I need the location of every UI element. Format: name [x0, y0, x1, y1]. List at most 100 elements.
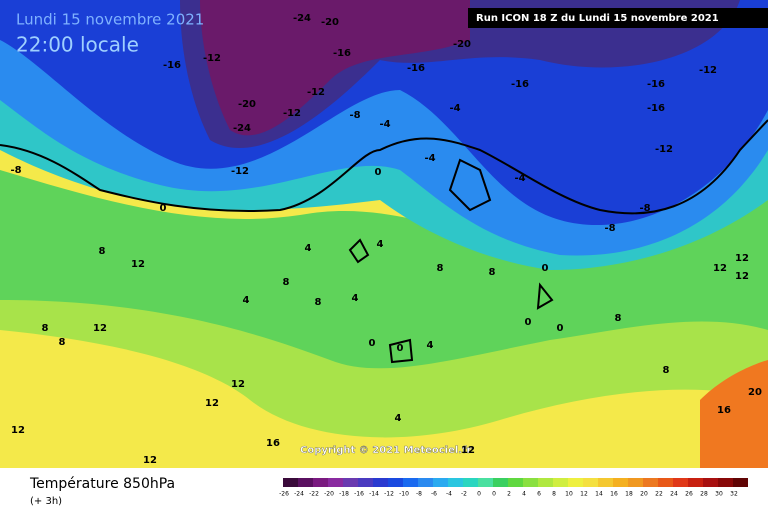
legend-swatch [388, 478, 403, 487]
legend-label: 8 [552, 491, 556, 498]
legend-label: 24 [670, 491, 678, 498]
legend-label: 18 [625, 491, 633, 498]
contour-label: -16 [333, 48, 351, 59]
legend-label: -22 [309, 491, 319, 498]
legend-label: 0 [477, 491, 481, 498]
legend-label: 6 [537, 491, 541, 498]
legend-swatch [583, 478, 598, 487]
legend-swatch [658, 478, 673, 487]
contour-label: 4 [352, 293, 359, 304]
contour-label: -16 [647, 103, 665, 114]
legend-label: -6 [431, 491, 437, 498]
legend-swatch [643, 478, 658, 487]
contour-label: 0 [542, 263, 549, 274]
legend-label: -20 [324, 491, 334, 498]
legend-label: -14 [369, 491, 379, 498]
legend-label: -16 [354, 491, 364, 498]
contour-label: -16 [163, 60, 181, 71]
mild-band [0, 170, 768, 369]
legend-label: 0 [492, 491, 496, 498]
legend-swatch [418, 478, 433, 487]
contour-label: -16 [511, 79, 529, 90]
contour-label: 4 [395, 413, 402, 424]
legend-label: 28 [700, 491, 708, 498]
contour-label: 16 [266, 438, 280, 449]
legend-swatch [538, 478, 553, 487]
legend-label: -2 [461, 491, 467, 498]
legend-swatch [568, 478, 583, 487]
contour [348, 158, 554, 364]
legend-swatch [718, 478, 733, 487]
legend-swatch [283, 478, 298, 487]
contour-label: -8 [10, 165, 21, 176]
contour-label: 12 [93, 323, 107, 334]
legend-swatch [328, 478, 343, 487]
contour-label: 8 [437, 263, 444, 274]
contour-label: -8 [349, 110, 360, 121]
legend-label: -18 [339, 491, 349, 498]
contour-label: 12 [131, 259, 145, 270]
contour-label: -12 [231, 166, 249, 177]
contour-label: 8 [663, 365, 670, 376]
legend-label: 2 [507, 491, 511, 498]
contour-label: 12 [713, 263, 727, 274]
contour-label: -16 [407, 63, 425, 74]
contour-label: -16 [647, 79, 665, 90]
legend-swatch [478, 478, 493, 487]
legend-swatch [508, 478, 523, 487]
legend-swatch [493, 478, 508, 487]
contour-label: 12 [735, 253, 749, 264]
legend-swatch [463, 478, 478, 487]
legend-label: -8 [416, 491, 422, 498]
footer-subtitle: (+ 3h) [30, 496, 62, 507]
contour-label: -12 [655, 144, 673, 155]
run-box [468, 8, 768, 28]
arctic-band [200, 0, 470, 136]
date: Lundi 15 novembre 2021 [16, 11, 204, 29]
legend-label: -12 [384, 491, 394, 498]
contour-label: 4 [305, 243, 312, 254]
legend-label: -10 [399, 491, 409, 498]
run-info: Run ICON 18 Z du Lundi 15 novembre 2021 [476, 13, 719, 24]
legend-label: 20 [640, 491, 648, 498]
contour-label: -12 [283, 108, 301, 119]
contour-label: 8 [42, 323, 49, 334]
legend-label: 14 [595, 491, 603, 498]
legend-swatch [448, 478, 463, 487]
legend-label: -4 [446, 491, 452, 498]
legend-label: 16 [610, 491, 618, 498]
contour-label: 8 [99, 246, 106, 257]
contour-label: -4 [449, 103, 460, 114]
freezing-line [0, 119, 768, 215]
legend-swatch [733, 478, 748, 487]
contour-label: 0 [557, 323, 564, 334]
legend-label: 30 [715, 491, 723, 498]
legend-swatch [373, 478, 388, 487]
contour-label: -20 [238, 99, 256, 110]
legend-label: 32 [730, 491, 738, 498]
contour-label: -12 [203, 53, 221, 64]
contour-label: 12 [11, 425, 25, 436]
legend-swatch [523, 478, 538, 487]
hot-band [700, 360, 768, 468]
contour-label: -4 [379, 119, 390, 130]
footer-title: Température 850hPa [29, 476, 175, 492]
legend-label: -24 [294, 491, 304, 498]
contour-label: 12 [735, 271, 749, 282]
legend-swatch [703, 478, 718, 487]
legend-swatch [673, 478, 688, 487]
contour-label: -4 [424, 153, 435, 164]
legend-label: 26 [685, 491, 693, 498]
contour-label: 20 [748, 387, 762, 398]
contour-label: 8 [283, 277, 290, 288]
contour-label: -24 [293, 13, 311, 24]
contour-label: -8 [604, 223, 615, 234]
time: 22:00 locale [16, 33, 139, 57]
contour-label: 0 [375, 167, 382, 178]
legend-label: 10 [565, 491, 573, 498]
contour-label: -24 [233, 123, 251, 134]
legend-swatch [613, 478, 628, 487]
legend-swatch [403, 478, 418, 487]
legend-swatch [433, 478, 448, 487]
